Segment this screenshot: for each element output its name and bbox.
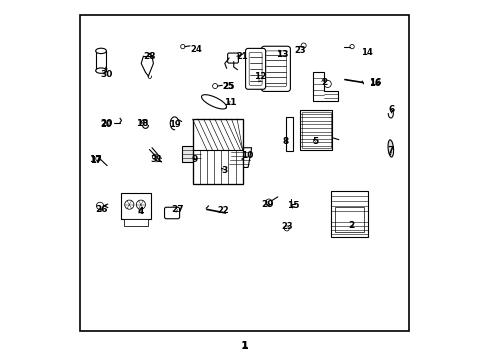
Text: 11: 11 [224, 98, 236, 107]
Text: 28: 28 [143, 53, 155, 62]
Text: 12: 12 [254, 72, 266, 81]
Bar [301, 112, 330, 148]
Polygon shape [228, 148, 251, 167]
Bar [285, 117, 292, 151]
Bar [80, 15, 408, 330]
Text: 17: 17 [90, 156, 102, 165]
Circle shape [301, 43, 305, 48]
Circle shape [136, 200, 145, 209]
Text: 23: 23 [294, 46, 305, 55]
Text: 7: 7 [386, 146, 392, 155]
Circle shape [96, 202, 103, 210]
Circle shape [96, 156, 101, 161]
Bar [330, 191, 367, 237]
FancyBboxPatch shape [249, 52, 262, 85]
FancyBboxPatch shape [265, 51, 286, 87]
Circle shape [265, 199, 271, 206]
Circle shape [324, 80, 330, 87]
Ellipse shape [96, 48, 106, 54]
Circle shape [152, 154, 157, 159]
Bar [334, 207, 363, 232]
Bar [123, 220, 148, 226]
Text: 6: 6 [387, 105, 394, 114]
Text: 22: 22 [217, 206, 228, 215]
Text: 13: 13 [275, 50, 288, 59]
Text: 30: 30 [100, 71, 112, 80]
Text: 18: 18 [136, 119, 148, 128]
Text: 3: 3 [221, 166, 227, 175]
Text: 9: 9 [191, 155, 197, 164]
Text: 26: 26 [95, 205, 107, 214]
Text: 25: 25 [222, 82, 234, 91]
Circle shape [180, 44, 184, 49]
FancyBboxPatch shape [227, 53, 238, 63]
FancyBboxPatch shape [261, 46, 290, 91]
Text: 23: 23 [281, 222, 293, 231]
Bar [192, 119, 242, 184]
Polygon shape [312, 72, 337, 101]
Text: 10: 10 [240, 151, 253, 160]
Text: 2: 2 [347, 221, 354, 230]
Text: 25: 25 [222, 82, 234, 91]
Text: 14: 14 [360, 48, 371, 57]
Bar [192, 119, 242, 150]
Circle shape [284, 226, 289, 231]
Ellipse shape [96, 68, 106, 73]
Text: 24: 24 [190, 45, 202, 54]
Bar [96, 51, 106, 71]
Text: 1: 1 [241, 341, 247, 350]
FancyBboxPatch shape [245, 48, 265, 89]
Text: 20: 20 [101, 120, 112, 129]
Text: 1: 1 [240, 341, 248, 351]
Text: 2: 2 [320, 78, 326, 87]
Circle shape [212, 84, 217, 89]
Text: 29: 29 [261, 200, 274, 209]
Text: 8: 8 [282, 137, 288, 146]
Text: 19: 19 [168, 120, 180, 129]
Bar [121, 193, 151, 220]
Text: 20: 20 [101, 119, 113, 128]
Text: 15: 15 [286, 201, 299, 210]
Circle shape [124, 200, 134, 209]
Text: 16: 16 [368, 78, 381, 87]
Text: 17: 17 [89, 155, 102, 164]
Text: 4: 4 [137, 207, 143, 216]
Ellipse shape [387, 140, 393, 157]
Text: 31: 31 [150, 155, 163, 164]
Text: 5: 5 [311, 137, 318, 146]
Circle shape [349, 44, 353, 49]
Text: 27: 27 [171, 205, 184, 214]
Bar [300, 110, 332, 149]
Bar [182, 146, 201, 162]
Text: 21: 21 [236, 52, 248, 61]
FancyBboxPatch shape [164, 207, 179, 219]
Text: 16: 16 [369, 79, 381, 88]
